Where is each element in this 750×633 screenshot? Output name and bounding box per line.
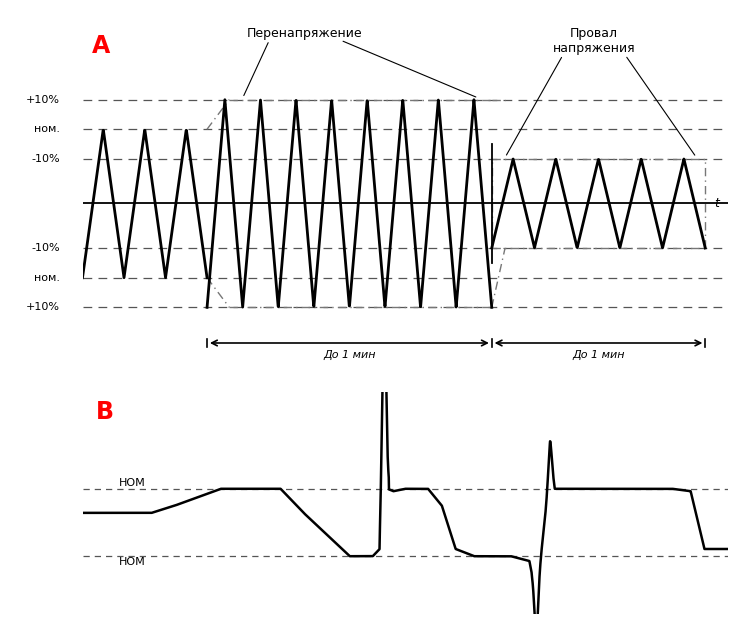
Text: А: А [92, 34, 110, 58]
Text: НОМ: НОМ [119, 477, 146, 487]
Text: t: t [714, 197, 719, 210]
Text: -10%: -10% [32, 154, 60, 164]
Text: ном.: ном. [34, 273, 60, 283]
Text: Провал
напряжения: Провал напряжения [553, 27, 635, 55]
Text: Перенапряжение: Перенапряжение [247, 27, 363, 40]
Text: НОМ: НОМ [119, 558, 146, 567]
Text: +10%: +10% [26, 303, 60, 312]
Text: В: В [96, 399, 114, 423]
Text: +10%: +10% [26, 94, 60, 104]
Text: До 1 мин: До 1 мин [323, 351, 376, 360]
Text: -10%: -10% [32, 243, 60, 253]
Text: До 1 мин: До 1 мин [572, 351, 625, 360]
Text: ном.: ном. [34, 124, 60, 134]
